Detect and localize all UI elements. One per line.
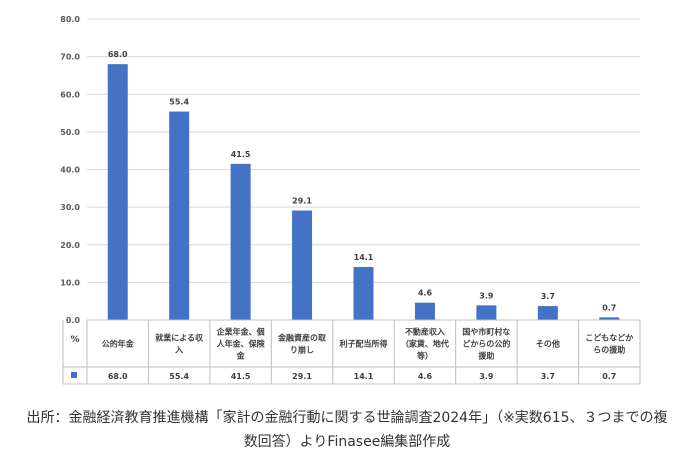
y-axis-ticks: 0.0 10.0 20.0 30.0 40.0 50.0 60.0 70.0 80.0: [60, 15, 80, 325]
table-value-cell: 4.6: [418, 372, 433, 381]
category-label: 入: [174, 346, 183, 355]
category-label: り崩し: [290, 345, 314, 355]
category-label: 国や市町村な: [462, 327, 510, 337]
y-tick-label: 60.0: [60, 90, 80, 99]
bar-value-label: 41.5: [231, 150, 251, 159]
table-value-cell: 29.1: [292, 372, 312, 381]
bar: [599, 317, 620, 320]
table-value-cell: 3.9: [479, 372, 494, 381]
bar-value-label: 55.4: [169, 98, 189, 107]
category-label: 企業年金、個: [216, 327, 265, 337]
bar: [476, 305, 497, 320]
category-label: 公的年金: [102, 339, 135, 349]
category-label: （家賃、地代: [401, 339, 449, 349]
table-value-cell: 3.7: [541, 372, 555, 381]
bar: [414, 302, 435, 320]
category-label: 不動産収入: [405, 327, 445, 337]
bar: [107, 64, 128, 321]
category-label: 援助: [478, 351, 494, 361]
category-label: こどもなどか: [585, 333, 633, 343]
category-label: どからの公的: [462, 339, 510, 349]
y-tick-label: 40.0: [60, 166, 80, 175]
bar-value-label: 29.1: [292, 197, 312, 206]
source-caption: 出所：金融経済教育推進機構「家計の金融行動に関する世論調査2024年」（※実数6…: [0, 406, 694, 454]
y-tick-label: 20.0: [60, 241, 80, 250]
table-value-cell: 55.4: [169, 372, 189, 381]
bar-value-label: 3.9: [479, 291, 494, 300]
y-tick-label: 70.0: [60, 53, 80, 62]
y-tick-label: 0.0: [66, 316, 81, 325]
bar-value-label: 0.7: [602, 303, 616, 312]
category-label: 利子配当所得: [339, 339, 388, 349]
category-label: 金融資産の取: [277, 333, 326, 343]
caption-line-1: 出所：金融経済教育推進機構「家計の金融行動に関する世論調査2024年」（※実数6…: [26, 410, 668, 426]
bar: [169, 111, 190, 321]
bar: [537, 306, 558, 320]
bar: [353, 266, 374, 320]
table-value-cell: 41.5: [231, 372, 251, 381]
table-value-cell: 68.0: [108, 372, 128, 381]
y-tick-label: 10.0: [60, 278, 80, 287]
y-unit-label: %: [70, 335, 79, 345]
y-tick-label: 80.0: [60, 15, 80, 24]
category-label: 人年金、保険: [217, 339, 266, 349]
caption-line-2: 数回答）よりFinasee編集部作成: [243, 434, 451, 450]
bar: [292, 210, 313, 320]
category-label: その他: [536, 339, 560, 349]
y-tick-label: 50.0: [60, 128, 80, 137]
bar-value-label: 14.1: [354, 253, 374, 262]
bar-chart: 0.0 10.0 20.0 30.0 40.0 50.0 60.0 70.0 80.0 68.0…: [60, 15, 641, 385]
table-value-cell: 0.7: [602, 372, 616, 381]
bar-value-label: 4.6: [418, 289, 433, 298]
legend-key: [71, 372, 77, 378]
y-tick-label: 30.0: [60, 203, 80, 212]
bar-value-label: 3.7: [541, 292, 555, 301]
category-label: らの援助: [593, 345, 625, 355]
table-value-cell: 14.1: [354, 372, 374, 381]
value-labels: 68.0 55.4 41.5 29.1 14.1 4.6 3.9 3.7 0.7: [108, 50, 617, 312]
bar-value-label: 68.0: [108, 50, 128, 59]
bar: [230, 163, 251, 320]
category-label: 等）: [416, 351, 433, 361]
category-label: 就業による収: [155, 333, 204, 343]
category-label: 金: [236, 351, 246, 361]
bars: [107, 64, 620, 321]
